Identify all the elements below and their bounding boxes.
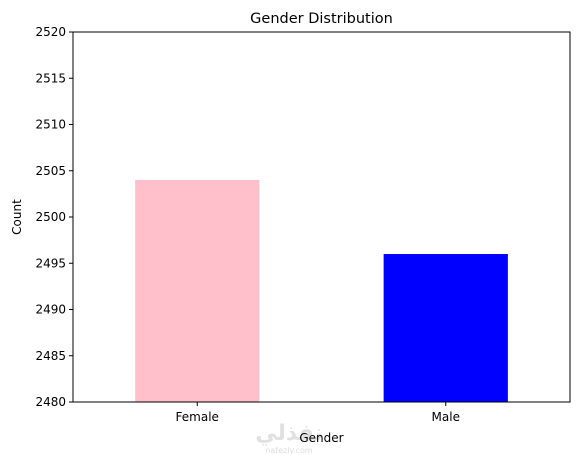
watermark-url: nafezly.com bbox=[265, 446, 313, 455]
x-axis-title: Gender bbox=[299, 431, 343, 445]
y-tick-label: 2480 bbox=[35, 395, 66, 409]
plot-frame bbox=[72, 31, 571, 403]
y-axis-title: Count bbox=[10, 199, 24, 235]
chart-title: Gender Distribution bbox=[250, 11, 393, 27]
x-tick-label: Male bbox=[432, 410, 460, 424]
y-tick-label: 2520 bbox=[35, 25, 66, 39]
y-tick-label: 2515 bbox=[35, 71, 66, 85]
y-tick-label: 2500 bbox=[35, 210, 66, 224]
y-tick-label: 2495 bbox=[35, 256, 66, 270]
y-ticks-group: 2480 2485 2490 2495 2500 2505 2510 2515 2520 bbox=[35, 25, 73, 409]
bar-male bbox=[383, 254, 508, 402]
x-tick-label: Female bbox=[176, 410, 219, 424]
watermark-text: نفذلي bbox=[255, 421, 322, 446]
y-tick-label: 2510 bbox=[35, 118, 66, 132]
bar-female bbox=[135, 180, 260, 402]
bars-group bbox=[135, 180, 508, 402]
y-tick-label: 2505 bbox=[35, 164, 66, 178]
x-ticks-group: Female Male bbox=[176, 402, 460, 424]
y-tick-label: 2485 bbox=[35, 349, 66, 363]
y-tick-label: 2490 bbox=[35, 303, 66, 317]
